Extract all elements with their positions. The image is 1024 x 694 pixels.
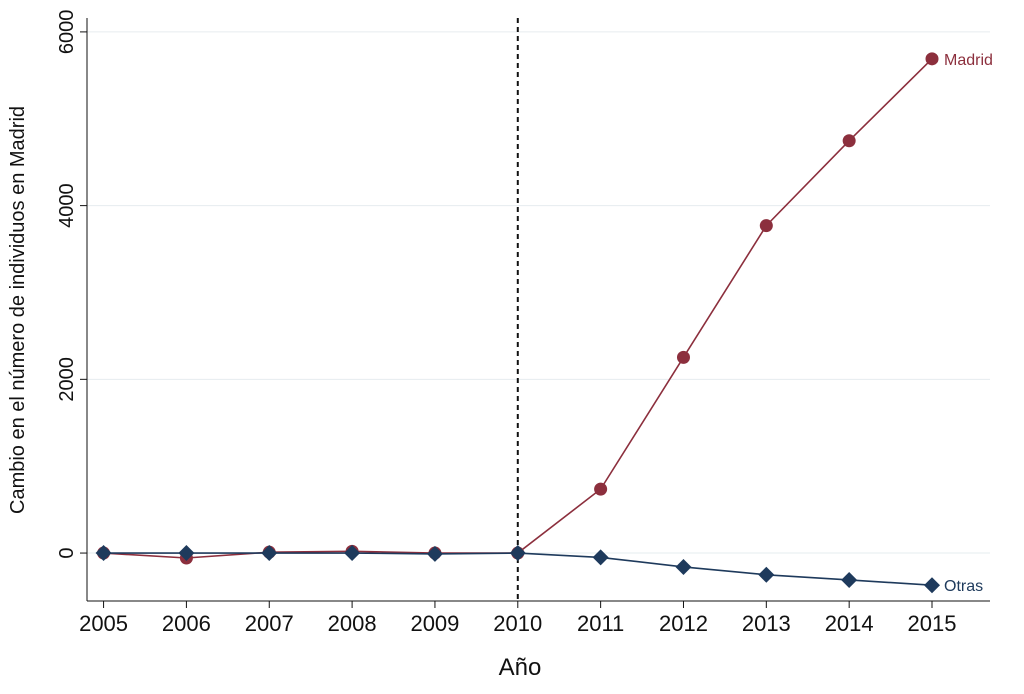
- marker: [841, 571, 858, 588]
- marker: [759, 219, 773, 233]
- x-tick-label: 2012: [659, 611, 708, 636]
- x-tick-label: 2008: [328, 611, 377, 636]
- series-label: Otras: [944, 578, 983, 595]
- x-tick-label: 2015: [908, 611, 957, 636]
- marker: [344, 545, 361, 562]
- y-axis-title: Cambio en el número de individuos en Mad…: [7, 106, 29, 514]
- marker: [676, 350, 690, 364]
- marker: [592, 549, 609, 566]
- y-tick-label: 0: [56, 547, 78, 558]
- y-tick-label: 6000: [56, 10, 78, 55]
- marker: [675, 558, 692, 575]
- y-tick-label: 4000: [56, 183, 78, 228]
- x-tick-label: 2007: [245, 611, 294, 636]
- marker: [758, 566, 775, 583]
- marker: [842, 134, 856, 148]
- marker: [509, 545, 526, 562]
- marker: [261, 545, 278, 562]
- x-tick-label: 2011: [577, 611, 624, 636]
- x-axis-title: Año: [499, 654, 542, 681]
- marker: [178, 545, 195, 562]
- x-tick-label: 2005: [79, 611, 128, 636]
- marker: [95, 545, 112, 562]
- marker: [924, 577, 941, 594]
- x-tick-label: 2013: [742, 611, 791, 636]
- x-tick-label: 2009: [410, 611, 459, 636]
- marker: [925, 52, 939, 66]
- y-tick-label: 2000: [56, 357, 78, 402]
- x-tick-label: 2010: [493, 611, 542, 636]
- marker: [426, 545, 443, 562]
- x-tick-label: 2006: [162, 611, 211, 636]
- x-tick-label: 2014: [825, 611, 874, 636]
- marker: [594, 482, 608, 496]
- series-label: Madrid: [944, 52, 993, 69]
